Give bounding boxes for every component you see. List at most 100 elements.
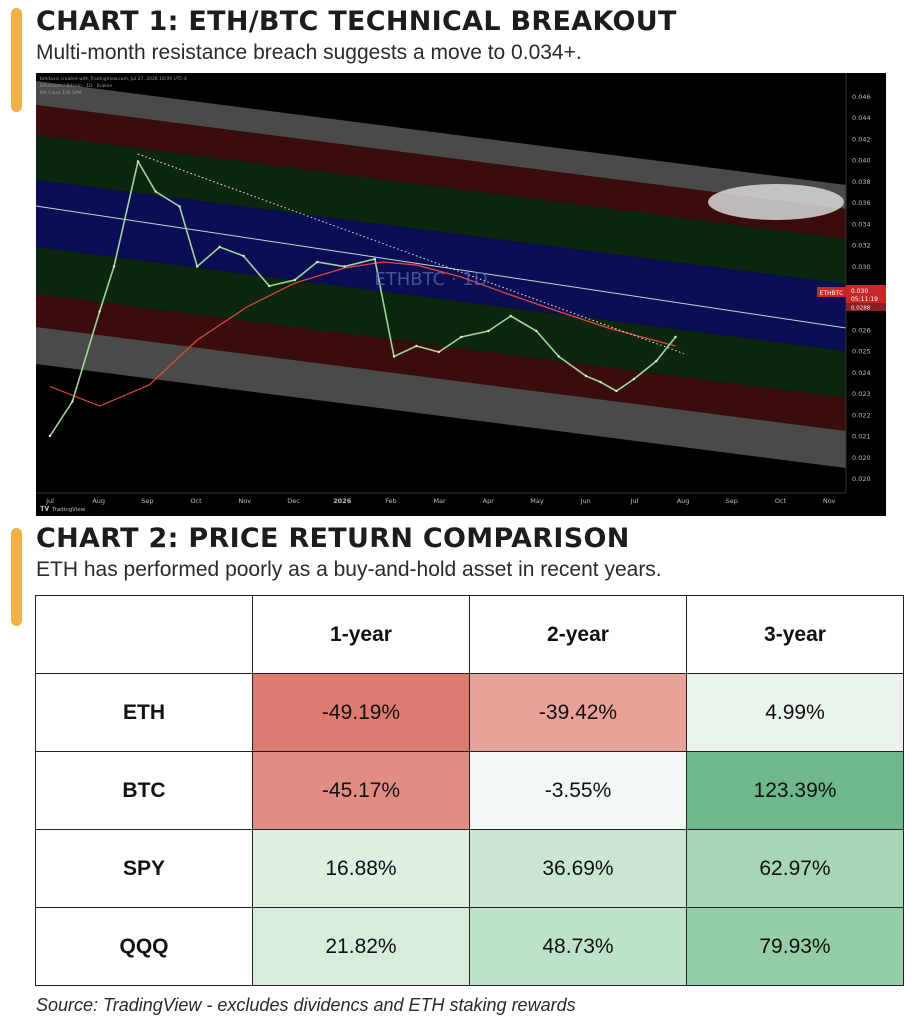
price-point bbox=[178, 205, 181, 208]
price-point bbox=[535, 329, 538, 333]
price-point bbox=[655, 359, 658, 363]
price-point bbox=[196, 265, 199, 268]
y-tick-label: 0.020 bbox=[852, 454, 871, 462]
symbol-tag-text: ETHBTC bbox=[820, 290, 844, 297]
x-tick-label: Feb bbox=[385, 497, 397, 505]
return-cell: 21.82% bbox=[252, 907, 470, 986]
price-point bbox=[392, 355, 396, 358]
return-cell: 16.88% bbox=[252, 829, 470, 908]
x-tick-label: Aug bbox=[92, 497, 105, 505]
x-tick-label: Mar bbox=[433, 497, 446, 505]
price-point bbox=[48, 434, 52, 438]
x-axis: Jul Aug Sep Oct Nov Dec 2026 Feb Mar Apr May Jun Jul… bbox=[45, 497, 836, 505]
source-note: Source: TradingView - excludes dividencs… bbox=[36, 995, 576, 1015]
chart-canvas: 0.046 0.044 0.042 0.040 0.038 0.036 0.034 0.032… bbox=[36, 73, 886, 516]
x-tick-label: Nov bbox=[238, 497, 251, 505]
header-line-3: MA Close 100 SMA bbox=[40, 90, 83, 96]
y-tick-label: 0.032 bbox=[852, 242, 871, 250]
return-cell: 123.39% bbox=[686, 751, 904, 830]
price-point bbox=[242, 254, 245, 258]
price-point bbox=[460, 335, 463, 339]
y-tick-label: 0.026 bbox=[852, 326, 871, 334]
price-point bbox=[674, 335, 677, 339]
return-table: 1-year 2-year 3-year ETH -49.19% -39.42% 4.… bbox=[35, 595, 904, 986]
return-cell: 4.99% bbox=[686, 673, 904, 752]
chart2-title: CHART 2: PRICE RETURN COMPARISON bbox=[36, 523, 630, 554]
band-lower-green bbox=[36, 247, 846, 398]
chart1-subtitle: Multi-month resistance breach suggests a… bbox=[36, 41, 582, 64]
band-lower-red bbox=[36, 294, 846, 431]
x-tick-label: Sep bbox=[141, 497, 153, 505]
y-tick-label: 0.022 bbox=[852, 411, 871, 419]
x-tick-label: Apr bbox=[483, 497, 495, 505]
x-tick-label: Dec bbox=[287, 497, 300, 505]
price-point bbox=[437, 350, 440, 354]
ma-line bbox=[49, 261, 676, 407]
x-tick-label: Aug bbox=[677, 497, 690, 505]
y-tick-label: 0.021 bbox=[852, 433, 871, 441]
y-tick-label: 0.023 bbox=[852, 390, 871, 398]
band-mid-blue bbox=[36, 180, 846, 351]
x-tick-label: 2026 bbox=[333, 497, 352, 505]
channel-midline bbox=[36, 205, 847, 329]
x-tick-label: Jun bbox=[580, 497, 591, 505]
y-tick-label: 0.025 bbox=[852, 348, 871, 356]
column-header-1-year: 1-year bbox=[252, 595, 470, 674]
price-point bbox=[343, 265, 346, 268]
x-tick-label: Jul bbox=[45, 497, 54, 505]
y-tick-label: 0.038 bbox=[852, 178, 871, 186]
symbol-watermark: ETHBTC · 1D bbox=[374, 269, 487, 290]
y-tick-label: 0.036 bbox=[852, 199, 871, 207]
price-point bbox=[268, 284, 271, 288]
price-point bbox=[316, 260, 319, 264]
x-tick-label: Jul bbox=[629, 497, 638, 505]
y-tick-label: 0.044 bbox=[852, 114, 871, 122]
row-label: SPY bbox=[35, 829, 253, 908]
table-row: BTC -45.17% -3.55% 123.39% bbox=[35, 751, 904, 830]
y-tick-label: 0.020 bbox=[852, 475, 871, 483]
band-upper-green bbox=[36, 135, 846, 284]
table-corner-cell bbox=[35, 595, 253, 674]
price-point bbox=[293, 278, 296, 282]
return-cell: 79.93% bbox=[686, 907, 904, 986]
x-tick-label: Oct bbox=[190, 497, 202, 505]
y-tick-label: 0.030 bbox=[852, 263, 871, 271]
return-cell: 48.73% bbox=[469, 907, 687, 986]
row-label: BTC bbox=[35, 751, 253, 830]
last-price-label: 0.030 bbox=[851, 288, 868, 295]
countdown-label: 05:11:19 bbox=[851, 296, 878, 303]
symbol-tag bbox=[817, 287, 846, 297]
header-line-2: Ethereum / Bitcoin · 1D · Kraken bbox=[40, 83, 112, 89]
table-row: QQQ 21.82% 48.73% 79.93% bbox=[35, 907, 904, 986]
price-point bbox=[373, 257, 376, 261]
price-layer bbox=[48, 159, 677, 438]
y-tick-label: 0.046 bbox=[852, 93, 871, 101]
price-point bbox=[584, 374, 588, 378]
price-point bbox=[509, 314, 512, 318]
x-tick-label: Oct bbox=[775, 497, 787, 505]
ma-layer bbox=[49, 261, 676, 407]
y-axis: 0.046 0.044 0.042 0.040 0.038 0.036 0.034 0.032… bbox=[852, 93, 871, 483]
chart1-title: CHART 1: ETH/BTC TECHNICAL BREAKOUT bbox=[36, 6, 677, 37]
ma-price-label: 0.0288 bbox=[851, 306, 871, 312]
y-tick-label: 0.042 bbox=[852, 135, 871, 143]
table-header-row: 1-year 2-year 3-year bbox=[35, 595, 904, 674]
price-point bbox=[136, 160, 140, 163]
table-row: ETH -49.19% -39.42% 4.99% bbox=[35, 673, 904, 752]
header-line-1: bmdavis created with TradingView.com, Ju… bbox=[40, 76, 187, 82]
ma-price-tag bbox=[846, 303, 886, 311]
tradingview-logo-icon: 𝐓𝐕 bbox=[40, 505, 50, 513]
tradingview-chart[interactable]: 0.046 0.044 0.042 0.040 0.038 0.036 0.034 0.032… bbox=[36, 73, 886, 516]
table-row: SPY 16.88% 36.69% 62.97% bbox=[35, 829, 904, 908]
y-tick-label: 0.034 bbox=[852, 220, 871, 228]
y-tick-label: 0.040 bbox=[852, 157, 871, 165]
band-lower-gray bbox=[36, 327, 846, 468]
column-header-2-year: 2-year bbox=[469, 595, 687, 674]
price-point bbox=[615, 389, 618, 393]
accent-bar-1 bbox=[11, 8, 22, 112]
return-cell: 62.97% bbox=[686, 829, 904, 908]
price-point bbox=[154, 190, 157, 193]
price-point bbox=[98, 310, 101, 313]
tradingview-brand: TradingView bbox=[51, 507, 86, 513]
band-upper-red bbox=[36, 105, 846, 239]
